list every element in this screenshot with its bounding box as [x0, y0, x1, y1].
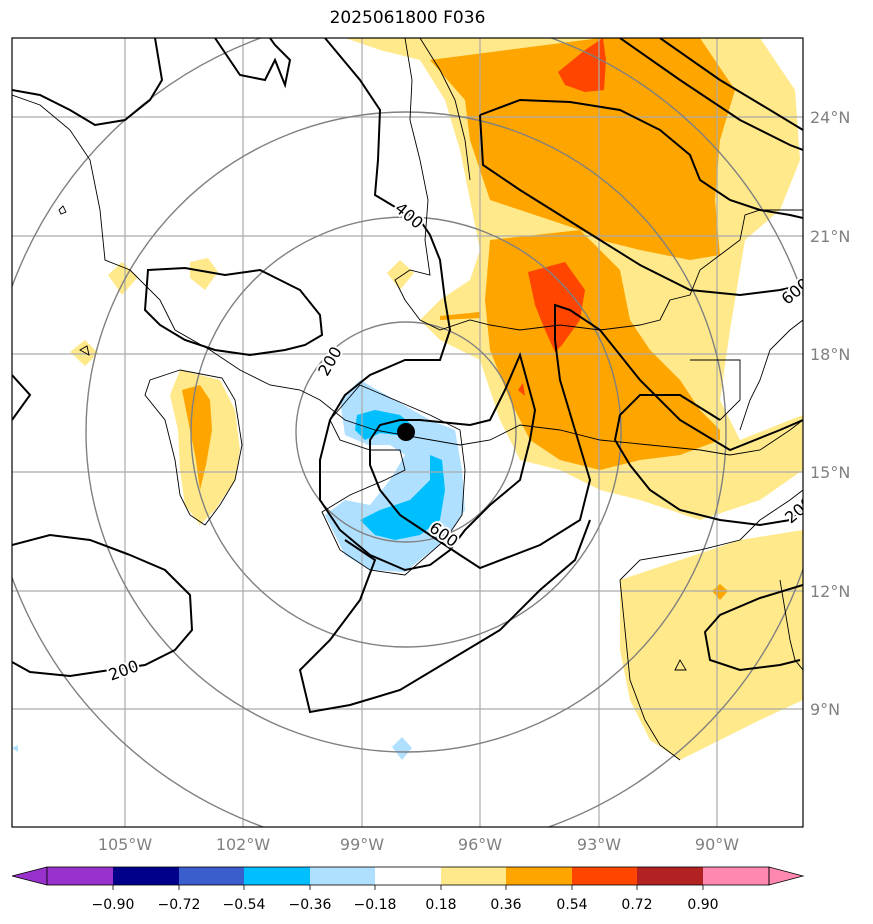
- contour-label-200-center: 200: [314, 343, 346, 379]
- colorbar-swatch: [375, 867, 441, 885]
- height-contours: [12, 38, 803, 714]
- map-frame: [11, 37, 804, 828]
- colorbar-tick-label: −0.90: [92, 897, 135, 913]
- colorbar-tick-label: −0.36: [289, 897, 332, 913]
- colorbar-swatch: [47, 867, 113, 885]
- graticule-lines: [12, 38, 803, 827]
- colorbar-min-extend: [11, 866, 48, 886]
- colorbar-tick-label: 0.72: [621, 897, 652, 913]
- lat-label-18n: 18°N: [810, 345, 850, 364]
- colorbar-tick-label: −0.54: [223, 897, 266, 913]
- coastlines: [12, 38, 803, 761]
- colorbar-swatch: [637, 867, 703, 885]
- storm-center-marker: [397, 423, 415, 441]
- colorbar-swatch: [572, 867, 637, 885]
- colorbar-tick-label: 0.36: [490, 897, 521, 913]
- lon-label-99w: 99°W: [340, 835, 384, 854]
- lon-label-90w: 90°W: [695, 835, 739, 854]
- colorbar-swatch: [113, 867, 179, 885]
- colorbar-swatch: [244, 867, 310, 885]
- colorbar-tick-label: 0.90: [687, 897, 718, 913]
- lat-label-15n: 15°N: [810, 463, 850, 482]
- lon-label-105w: 105°W: [98, 835, 153, 854]
- contour-label-200-e: 200: [781, 493, 817, 527]
- range-rings: [12, 38, 803, 827]
- colorbar-swatch: [703, 867, 769, 885]
- latitude-labels: 24°N 21°N 18°N 15°N 12°N 9°N: [810, 108, 850, 719]
- colorbar-swatch: [310, 867, 375, 885]
- colorbar-tick-label: 0.18: [425, 897, 456, 913]
- lon-label-102w: 102°W: [216, 835, 271, 854]
- colorbar: −0.90 −0.72 −0.54 −0.36 −0.18 0.18 0.36 …: [11, 866, 805, 913]
- lat-label-12n: 12°N: [810, 582, 850, 601]
- colorbar-swatch: [441, 867, 506, 885]
- lat-label-21n: 21°N: [810, 227, 850, 246]
- contour-label-400: 400: [391, 198, 427, 232]
- contour-label-600-ne: 600: [778, 274, 814, 308]
- negative-field-light: [12, 380, 465, 760]
- colorbar-tick-label: −0.18: [354, 897, 397, 913]
- longitude-labels: 105°W 102°W 99°W 96°W 93°W 90°W: [98, 835, 739, 854]
- lat-label-24n: 24°N: [810, 108, 850, 127]
- map-plot-area: 400 200 600 200 600 200: [12, 38, 817, 827]
- colorbar-tick-label: 0.54: [556, 897, 587, 913]
- colorbar-max-extend: [768, 866, 805, 886]
- contour-label-200-sw: 200: [106, 656, 141, 684]
- colorbar-tick-label: −0.72: [158, 897, 201, 913]
- lon-label-96w: 96°W: [458, 835, 502, 854]
- map-title: 2025061800 F036: [329, 8, 486, 28]
- colorbar-swatch: [179, 867, 244, 885]
- lat-label-9n: 9°N: [810, 700, 840, 719]
- positive-field-strong: [518, 38, 606, 396]
- lon-label-93w: 93°W: [577, 835, 621, 854]
- colorbar-outline: [46, 866, 770, 886]
- colorbar-ticks: [112, 885, 704, 890]
- colorbar-swatch: [506, 867, 572, 885]
